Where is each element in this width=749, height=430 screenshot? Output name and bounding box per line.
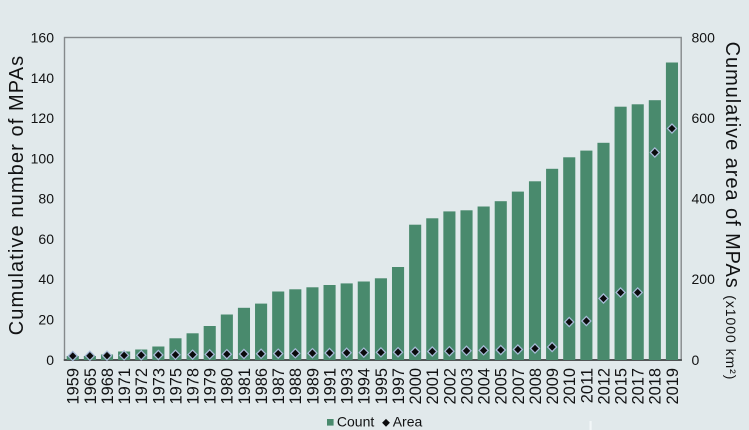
svg-text:2004: 2004 [476,368,494,404]
svg-text:2012: 2012 [595,368,613,404]
svg-text:1971: 1971 [116,368,134,404]
svg-text:1991: 1991 [321,368,339,404]
svg-text:Cumulative number of MPAs: Cumulative number of MPAs [6,55,28,336]
svg-text:2017: 2017 [630,368,648,404]
svg-text:400: 400 [692,191,716,207]
svg-text:2009: 2009 [544,368,562,404]
svg-text:2011: 2011 [578,368,596,403]
svg-text:2007: 2007 [510,368,528,404]
svg-text:0: 0 [692,352,700,368]
svg-text:1981: 1981 [236,368,254,404]
svg-text:1975: 1975 [167,368,185,404]
svg-text:800: 800 [692,30,716,46]
svg-text:0: 0 [46,352,54,368]
svg-text:40: 40 [38,271,54,287]
svg-text:1972: 1972 [133,368,151,404]
svg-text:2003: 2003 [458,368,476,404]
svg-text:60: 60 [38,231,54,247]
svg-text:100: 100 [31,150,55,166]
svg-text:2019: 2019 [664,368,682,404]
svg-text:2010: 2010 [561,368,579,404]
svg-text:1997: 1997 [390,368,408,404]
svg-text:80: 80 [38,191,54,207]
svg-text:1987: 1987 [270,368,288,404]
svg-text:2015: 2015 [613,368,631,404]
svg-text:600: 600 [692,110,716,126]
svg-text:1986: 1986 [253,368,271,404]
svg-text:1994: 1994 [356,368,374,404]
svg-text:Area: Area [393,413,423,429]
svg-text:1965: 1965 [82,368,100,404]
svg-text:1989: 1989 [304,368,322,404]
svg-text:200: 200 [692,271,716,287]
svg-text:140: 140 [31,70,55,86]
svg-text:2005: 2005 [493,368,511,404]
svg-text:Cumulative area of MPAs (x1000: Cumulative area of MPAs (x1000 km²) [721,42,743,381]
svg-text:20: 20 [38,312,54,328]
svg-text:160: 160 [31,30,55,46]
svg-text:1959: 1959 [65,368,83,404]
svg-text:1978: 1978 [185,368,203,404]
svg-text:1995: 1995 [373,368,391,404]
svg-text:120: 120 [31,110,55,126]
svg-text:1988: 1988 [287,368,305,404]
svg-text:1973: 1973 [150,368,168,404]
svg-text:Count: Count [337,413,374,429]
svg-text:1968: 1968 [99,368,117,404]
svg-text:1980: 1980 [219,368,237,404]
svg-text:2000: 2000 [407,368,425,404]
svg-text:1993: 1993 [339,368,357,404]
svg-text:2002: 2002 [441,368,459,404]
svg-text:1979: 1979 [202,368,220,404]
svg-text:2001: 2001 [424,368,442,404]
svg-text:2018: 2018 [647,368,665,404]
svg-text:2008: 2008 [527,368,545,404]
